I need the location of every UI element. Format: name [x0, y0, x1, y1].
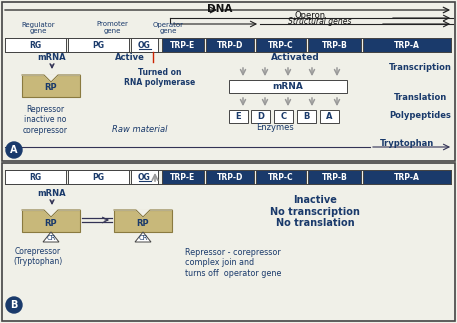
Text: RG: RG — [29, 40, 42, 49]
Text: mRNA: mRNA — [272, 82, 303, 91]
Text: TRP-A: TRP-A — [394, 172, 420, 182]
Bar — [206, 170, 254, 184]
Text: Corepressor
(Tryptophan): Corepressor (Tryptophan) — [13, 247, 63, 266]
Text: RP: RP — [45, 218, 57, 227]
Text: E: E — [236, 112, 241, 121]
Bar — [320, 110, 339, 123]
Text: B: B — [11, 300, 18, 310]
Text: CR: CR — [138, 235, 148, 242]
Bar — [68, 38, 129, 52]
Bar — [251, 110, 270, 123]
Text: Regulator
gene: Regulator gene — [21, 22, 55, 35]
Bar — [229, 110, 248, 123]
Text: Turned on
RNA polymerase: Turned on RNA polymerase — [124, 68, 196, 88]
Bar — [297, 110, 316, 123]
Text: OG: OG — [138, 172, 151, 182]
Circle shape — [6, 142, 22, 158]
Bar — [363, 38, 451, 52]
Polygon shape — [22, 75, 80, 82]
Bar — [363, 170, 451, 184]
Text: PG: PG — [92, 172, 105, 182]
Polygon shape — [22, 210, 80, 217]
Text: C: C — [281, 112, 287, 121]
Bar — [162, 170, 204, 184]
Text: Repressor - corepressor
complex join and
turns off  operator gene: Repressor - corepressor complex join and… — [185, 248, 282, 278]
Bar — [2, 163, 455, 321]
Text: Promoter
gene: Promoter gene — [96, 22, 128, 35]
Text: TRP-C: TRP-C — [268, 40, 294, 49]
Text: Tryptophan: Tryptophan — [380, 139, 434, 148]
Text: B: B — [303, 112, 310, 121]
Bar — [131, 38, 158, 52]
Circle shape — [6, 297, 22, 313]
Bar — [131, 170, 158, 184]
Text: DNA: DNA — [207, 4, 233, 14]
Text: TRP-D: TRP-D — [217, 40, 243, 49]
Bar — [274, 110, 293, 123]
Text: Operator
gene: Operator gene — [153, 22, 184, 35]
Text: CR: CR — [46, 235, 56, 242]
Text: Polypeptides: Polypeptides — [389, 111, 451, 120]
Text: TRP-C: TRP-C — [268, 172, 294, 182]
Bar — [68, 170, 129, 184]
Bar — [5, 170, 66, 184]
Text: Repressor
inactive no
corepressor: Repressor inactive no corepressor — [22, 105, 68, 135]
Text: TRP-B: TRP-B — [322, 40, 347, 49]
Text: OG: OG — [138, 40, 151, 49]
Bar — [308, 38, 361, 52]
Text: RP: RP — [137, 218, 149, 227]
Bar — [256, 170, 306, 184]
Text: Active: Active — [115, 53, 145, 61]
Text: Enzymes: Enzymes — [256, 123, 294, 132]
Bar — [256, 38, 306, 52]
Text: D: D — [257, 112, 264, 121]
Polygon shape — [114, 210, 172, 217]
Bar — [2, 2, 455, 161]
Text: Translation: Translation — [393, 92, 446, 101]
Text: Activated: Activated — [271, 53, 319, 61]
Text: Raw material: Raw material — [112, 126, 168, 134]
Bar — [206, 38, 254, 52]
Text: A: A — [10, 145, 18, 155]
Text: RG: RG — [29, 172, 42, 182]
Text: Inactive
No transcription
No translation: Inactive No transcription No translation — [270, 195, 360, 228]
Bar — [162, 38, 204, 52]
Text: TRP-E: TRP-E — [170, 172, 196, 182]
Text: TRP-E: TRP-E — [170, 40, 196, 49]
Bar — [229, 80, 347, 93]
Polygon shape — [135, 232, 151, 242]
Text: RP: RP — [45, 84, 57, 92]
Text: A: A — [326, 112, 333, 121]
Text: Structural genes: Structural genes — [288, 16, 352, 26]
Text: TRP-A: TRP-A — [394, 40, 420, 49]
Bar — [308, 170, 361, 184]
Polygon shape — [43, 232, 59, 242]
Text: PG: PG — [92, 40, 105, 49]
Bar — [22, 210, 80, 232]
Text: Operon: Operon — [294, 12, 325, 20]
Bar — [22, 75, 80, 97]
Text: TRP-B: TRP-B — [322, 172, 347, 182]
Text: TRP-D: TRP-D — [217, 172, 243, 182]
Text: mRNA: mRNA — [37, 189, 66, 197]
Bar — [114, 210, 172, 232]
Text: mRNA: mRNA — [37, 53, 66, 61]
Bar — [5, 38, 66, 52]
Text: Transcription: Transcription — [388, 64, 452, 72]
